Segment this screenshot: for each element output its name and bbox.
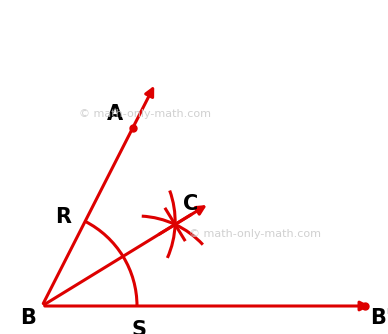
Text: B': B' (370, 308, 388, 328)
Text: A: A (107, 104, 123, 124)
Text: C: C (184, 194, 199, 214)
Text: © math-only-math.com: © math-only-math.com (79, 109, 211, 119)
Text: S: S (132, 320, 147, 334)
Text: © math-only-math.com: © math-only-math.com (189, 229, 321, 239)
Text: B: B (20, 308, 36, 328)
Text: R: R (55, 207, 71, 227)
